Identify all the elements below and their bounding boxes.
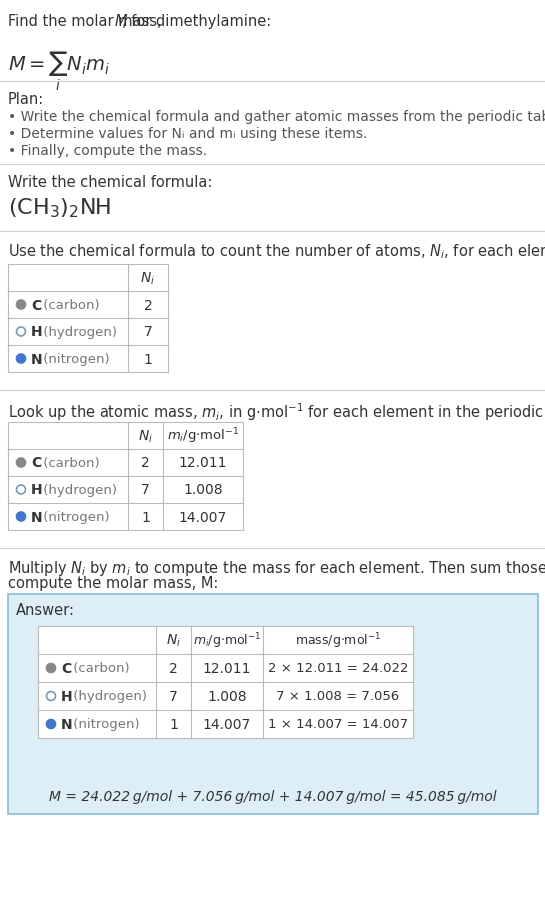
Text: $N_i$: $N_i$ [166, 632, 181, 648]
Text: N: N [31, 510, 43, 524]
Text: $N_i$: $N_i$ [138, 428, 153, 444]
Text: H: H [31, 483, 43, 497]
Text: $m_i$/g$\cdot$mol$^{-1}$: $m_i$/g$\cdot$mol$^{-1}$ [167, 426, 239, 446]
Text: 14.007: 14.007 [179, 510, 227, 524]
Text: (hydrogen): (hydrogen) [39, 483, 117, 497]
Bar [8, 265, 168, 373]
Text: 7: 7 [144, 325, 153, 340]
Circle shape [16, 355, 26, 364]
Text: $M = \sum_i N_i m_i$: $M = \sum_i N_i m_i$ [8, 50, 110, 93]
Text: Write the chemical formula:: Write the chemical formula: [8, 175, 213, 190]
Text: Use the chemical formula to count the number of atoms, $N_i$, for each element:: Use the chemical formula to count the nu… [8, 242, 545, 260]
Text: 2: 2 [169, 661, 178, 675]
Text: 7: 7 [169, 689, 178, 703]
Text: N: N [61, 717, 72, 731]
Text: (nitrogen): (nitrogen) [39, 352, 110, 366]
Text: Look up the atomic mass, $m_i$, in g$\cdot$mol$^{-1}$ for each element in the pe: Look up the atomic mass, $m_i$, in g$\cd… [8, 401, 545, 423]
Circle shape [46, 692, 56, 701]
Circle shape [16, 459, 26, 468]
Text: 1 × 14.007 = 14.007: 1 × 14.007 = 14.007 [268, 718, 408, 731]
Text: 7 × 1.008 = 7.056: 7 × 1.008 = 7.056 [276, 690, 399, 703]
Text: 2: 2 [141, 456, 150, 470]
Text: compute the molar mass, M:: compute the molar mass, M: [8, 575, 219, 591]
Text: Multiply $N_i$ by $m_i$ to compute the mass for each element. Then sum those val: Multiply $N_i$ by $m_i$ to compute the m… [8, 558, 545, 577]
Text: $(\mathrm{CH_3})_2\mathrm{NH}$: $(\mathrm{CH_3})_2\mathrm{NH}$ [8, 196, 112, 219]
Circle shape [16, 301, 26, 310]
Text: (carbon): (carbon) [39, 299, 100, 312]
Text: 1: 1 [143, 352, 153, 366]
Text: (hydrogen): (hydrogen) [39, 326, 117, 339]
Text: Find the molar mass,: Find the molar mass, [8, 14, 166, 29]
Text: (hydrogen): (hydrogen) [69, 690, 147, 703]
Text: Plan:: Plan: [8, 92, 44, 107]
Text: C: C [31, 456, 41, 470]
Text: • Finally, compute the mass.: • Finally, compute the mass. [8, 144, 207, 158]
Text: $m_i$/g$\cdot$mol$^{-1}$: $m_i$/g$\cdot$mol$^{-1}$ [193, 630, 261, 650]
Text: 1.008: 1.008 [207, 689, 247, 703]
FancyBboxPatch shape [8, 594, 538, 815]
Text: N: N [31, 352, 43, 366]
Circle shape [16, 328, 26, 337]
Bar [8, 423, 243, 530]
Text: 2: 2 [144, 298, 153, 312]
Text: $N_i$: $N_i$ [141, 270, 155, 286]
Text: 1: 1 [169, 717, 178, 731]
Text: C: C [61, 661, 71, 675]
Text: Answer:: Answer: [16, 602, 75, 618]
Text: 1: 1 [141, 510, 150, 524]
Text: C: C [31, 298, 41, 312]
Text: (carbon): (carbon) [39, 457, 100, 470]
Text: (carbon): (carbon) [69, 662, 130, 675]
Text: 1.008: 1.008 [183, 483, 223, 497]
Text: 14.007: 14.007 [203, 717, 251, 731]
Circle shape [46, 720, 56, 729]
Text: 12.011: 12.011 [179, 456, 227, 470]
Text: 2 × 12.011 = 24.022: 2 × 12.011 = 24.022 [268, 662, 408, 675]
Text: (nitrogen): (nitrogen) [69, 718, 140, 731]
Circle shape [16, 486, 26, 495]
Text: 12.011: 12.011 [203, 661, 251, 675]
Bar [38, 627, 413, 738]
Circle shape [16, 512, 26, 521]
Text: M: M [115, 14, 128, 29]
Text: H: H [61, 689, 72, 703]
Text: mass/g$\cdot$mol$^{-1}$: mass/g$\cdot$mol$^{-1}$ [295, 630, 382, 650]
Text: , for dimethylamine:: , for dimethylamine: [122, 14, 271, 29]
Text: H: H [31, 325, 43, 340]
Circle shape [46, 664, 56, 673]
Text: • Determine values for Nᵢ and mᵢ using these items.: • Determine values for Nᵢ and mᵢ using t… [8, 126, 367, 141]
Text: M = 24.022 g/mol + 7.056 g/mol + 14.007 g/mol = 45.085 g/mol: M = 24.022 g/mol + 7.056 g/mol + 14.007 … [49, 789, 497, 803]
Text: • Write the chemical formula and gather atomic masses from the periodic table.: • Write the chemical formula and gather … [8, 110, 545, 124]
Text: (nitrogen): (nitrogen) [39, 510, 110, 524]
Text: 7: 7 [141, 483, 150, 497]
